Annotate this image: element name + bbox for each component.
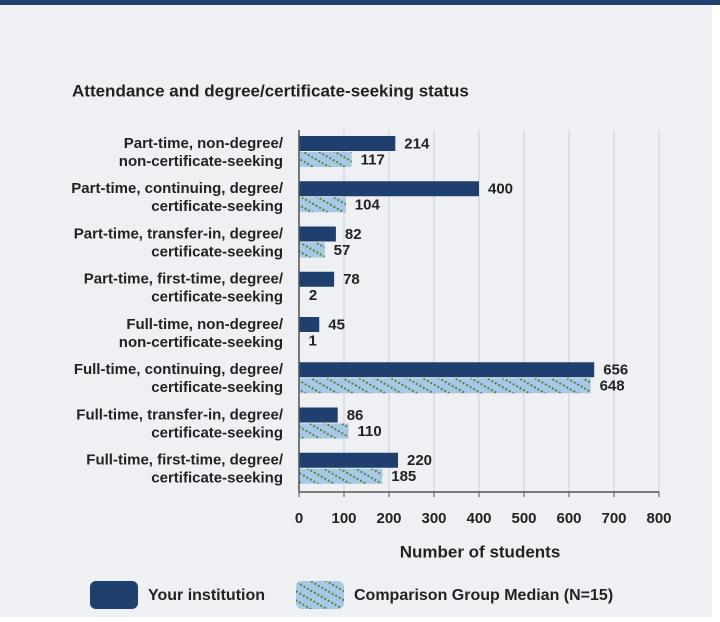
- y-tick-label: Part-time, transfer-in, degree/: [74, 225, 284, 242]
- y-tick-label: Part-time, first-time, degree/: [84, 271, 284, 288]
- x-tick-label: 800: [646, 510, 671, 527]
- y-tick-label: Full-time, non-degree/: [126, 316, 284, 333]
- legend-label: Your institution: [148, 587, 265, 604]
- x-axis-label: Number of students: [400, 542, 561, 561]
- data-label: 117: [361, 151, 385, 168]
- data-label: 400: [488, 181, 513, 198]
- data-label: 104: [355, 197, 381, 214]
- bar: [299, 136, 395, 151]
- legend-swatch: [90, 581, 138, 609]
- x-tick-label: 500: [511, 510, 536, 527]
- y-tick-label: Part-time, continuing, degree/: [71, 180, 284, 197]
- y-tick-label: non-certificate-seeking: [119, 334, 283, 351]
- x-tick-label: 400: [466, 510, 491, 527]
- data-label: 82: [345, 226, 362, 243]
- bar: [299, 243, 325, 258]
- y-tick-label: non-certificate-seeking: [119, 153, 283, 170]
- data-label: 78: [343, 271, 360, 288]
- data-label: 1: [308, 332, 316, 349]
- bar: [299, 378, 591, 393]
- data-label: 185: [391, 468, 416, 485]
- bar: [299, 317, 319, 332]
- bar: [299, 227, 336, 242]
- x-tick-label: 700: [601, 510, 626, 527]
- data-label: 110: [358, 423, 382, 440]
- y-tick-label: Full-time, first-time, degree/: [86, 452, 284, 469]
- bar: [299, 453, 398, 468]
- y-tick-label: certificate-seeking: [151, 379, 283, 396]
- top-bar: [0, 0, 720, 5]
- bar: [299, 197, 346, 212]
- y-tick-label: Full-time, transfer-in, degree/: [76, 406, 284, 423]
- x-tick-label: 0: [295, 510, 303, 527]
- legend-swatch: [296, 581, 344, 609]
- bar: [299, 272, 334, 287]
- x-tick-label: 200: [376, 510, 401, 527]
- y-tick-label: certificate-seeking: [151, 289, 283, 306]
- bar: [299, 424, 349, 439]
- data-label: 220: [407, 452, 432, 469]
- y-tick-label: certificate-seeking: [151, 424, 283, 441]
- y-tick-label: certificate-seeking: [151, 198, 283, 215]
- data-label: 214: [404, 135, 430, 152]
- data-label: 86: [347, 407, 364, 424]
- bar: [299, 408, 338, 423]
- bar: [299, 152, 352, 167]
- y-tick-label: Part-time, non-degree/: [124, 135, 284, 152]
- data-label: 57: [334, 242, 351, 259]
- bar: [299, 469, 382, 484]
- data-label: 45: [328, 316, 345, 333]
- right-margin: [712, 5, 720, 617]
- bar: [299, 362, 594, 377]
- x-tick-label: 600: [556, 510, 581, 527]
- chart-title: Attendance and degree/certificate-seekin…: [72, 81, 469, 100]
- data-label: 656: [603, 362, 628, 379]
- data-label: 2: [309, 287, 317, 304]
- bar: [299, 181, 479, 196]
- x-tick-label: 300: [421, 510, 446, 527]
- y-tick-label: certificate-seeking: [151, 243, 283, 260]
- legend-label: Comparison Group Median (N=15): [354, 587, 613, 604]
- x-tick-label: 100: [331, 510, 356, 527]
- y-tick-label: certificate-seeking: [151, 470, 283, 487]
- y-tick-label: Full-time, continuing, degree/: [74, 361, 284, 378]
- data-label: 648: [600, 378, 625, 395]
